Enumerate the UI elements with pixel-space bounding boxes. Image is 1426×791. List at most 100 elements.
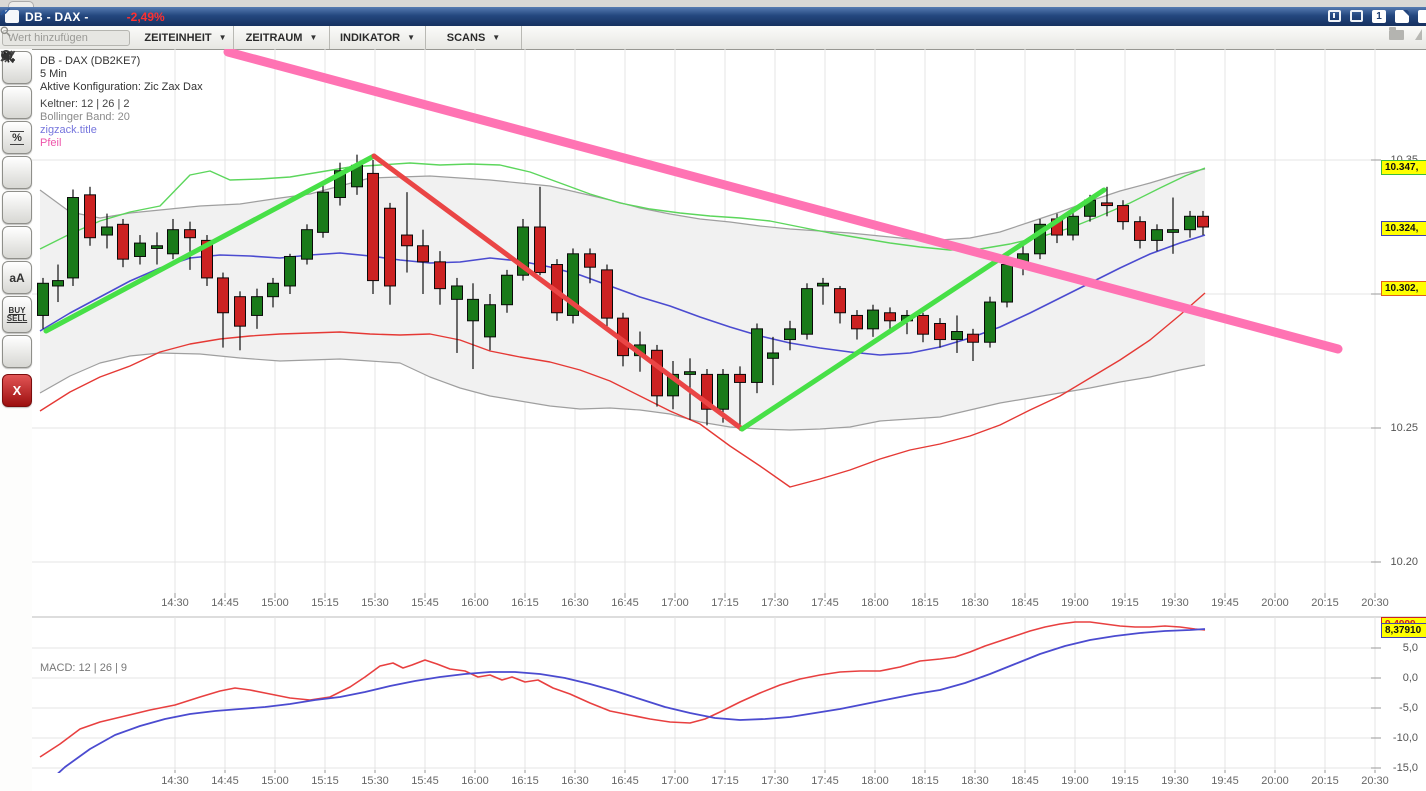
chart-legend: DB - DAX (DB2KE7) 5 Min Aktive Konfigurati… (40, 55, 203, 150)
tool-cursor-button[interactable] (2, 51, 32, 84)
time-label: 19:15 (1111, 597, 1139, 609)
drawing-toolbar: % aA BUY SELL X (0, 49, 32, 791)
candle-body (517, 226, 529, 276)
macd-tick-label: 5,0 (1402, 642, 1418, 654)
macd-value-label: 8,37910 (1381, 623, 1426, 638)
candle-body (684, 371, 696, 375)
bollinger-lower-line (39, 352, 1206, 431)
candle-body (784, 328, 796, 341)
price-value-label: 10.302, (1381, 281, 1426, 296)
menu-zeiteinheit[interactable]: ZEITEINHEIT ▼ (138, 26, 234, 49)
price-value-label: 10.324, (1381, 221, 1426, 236)
tool-parallel-lines-button[interactable] (0, 50, 32, 224)
top-strip (0, 0, 1426, 9)
macd-tick-label: 0,0 (1402, 672, 1418, 684)
time-label: 17:15 (711, 597, 739, 609)
time-label: 15:30 (361, 597, 389, 609)
candle-body (667, 373, 679, 397)
menu-zeitraum[interactable]: ZEITRAUM ▼ (234, 26, 330, 49)
legend-line: Bollinger Band: 20 (40, 111, 130, 123)
search-input[interactable] (6, 30, 115, 45)
time-label: 17:30 (761, 597, 789, 609)
macd-tick-label: -15,0 (1392, 762, 1418, 774)
candle-body (934, 322, 946, 341)
candle-body (851, 314, 863, 330)
candle-body (801, 288, 813, 335)
folder-icon[interactable] (1389, 26, 1404, 40)
zigzag-up-line (739, 187, 1107, 432)
pfeil-trend-line (223, 49, 1343, 354)
time-label: 19:30 (1161, 597, 1189, 609)
speaker-icon (2, 51, 13, 61)
candle-body (167, 229, 179, 255)
tool-buy-sell-button[interactable]: BUY SELL (2, 296, 32, 333)
candle-body (251, 296, 263, 316)
candle-body (1134, 221, 1146, 241)
legend-line: DB - DAX (DB2KE7) (40, 55, 141, 67)
close-drawing-button[interactable]: X (2, 374, 32, 407)
moving-average-line (39, 234, 1206, 356)
candle-body (317, 191, 329, 233)
menu-indikator[interactable]: INDIKATOR ▼ (330, 26, 426, 49)
macd-chart-canvas[interactable] (32, 616, 1426, 773)
candle-body (1184, 215, 1196, 231)
clipped-window-icon[interactable] (1418, 10, 1426, 23)
time-label: 16:15 (511, 597, 539, 609)
time-label: 20:15 (1311, 775, 1339, 787)
legend-line: Keltner: 12 | 26 | 2 (40, 98, 130, 110)
time-label: 15:45 (411, 775, 439, 787)
tool-trendline-button[interactable] (1, 50, 32, 119)
tool-text-button[interactable]: aA (2, 261, 32, 294)
price-chart-canvas[interactable] (32, 49, 1426, 617)
legend-line: Pfeil (40, 137, 62, 149)
time-label: 16:45 (611, 597, 639, 609)
legend-line: 5 Min (40, 68, 67, 80)
candle-body (234, 296, 246, 327)
text-tool-icon: aA (9, 270, 25, 285)
candle-body (384, 207, 396, 287)
chevron-down-icon: ▼ (218, 33, 227, 42)
candle-body (67, 197, 79, 279)
candle-body (984, 301, 996, 343)
split-view-icon[interactable] (1328, 10, 1341, 22)
time-label: 16:15 (511, 775, 539, 787)
candle-body (534, 226, 546, 274)
time-label: 18:00 (861, 597, 889, 609)
time-label: 16:00 (461, 775, 489, 787)
price-tick-label: 10.25 (1390, 422, 1418, 434)
candle-body (767, 352, 779, 359)
tool-arc-button[interactable] (0, 50, 32, 259)
time-label: 20:00 (1261, 775, 1289, 787)
time-label: 20:00 (1261, 597, 1289, 609)
time-label: 19:00 (1061, 775, 1089, 787)
candle-body (117, 223, 129, 260)
tool-sound-button[interactable] (2, 51, 32, 368)
layout-1-icon[interactable]: 1 (1372, 10, 1386, 23)
menu-scans[interactable]: SCANS ▼ (426, 26, 522, 49)
clipped-toolbar-icon[interactable] (1415, 29, 1422, 40)
time-label: 20:30 (1361, 775, 1389, 787)
tool-percent-button[interactable]: % (2, 121, 32, 154)
macd-time-axis: 14:30 14:45 15:00 15:15 15:30 15:45 16:00 16:15… (32, 775, 1426, 791)
symbol-search[interactable] (0, 26, 130, 46)
macd-line (39, 621, 1206, 758)
maximize-icon[interactable] (1350, 10, 1363, 22)
time-label: 17:45 (811, 775, 839, 787)
time-label: 19:15 (1111, 775, 1139, 787)
time-label: 19:30 (1161, 775, 1189, 787)
candle-body (334, 170, 346, 199)
candle-body (817, 282, 829, 287)
candle-body (1117, 205, 1129, 223)
candle-body (584, 253, 596, 268)
tab-remnant (8, 1, 34, 9)
new-window-icon[interactable] (1395, 10, 1409, 23)
macd-label: MACD: 12 | 26 | 9 (40, 662, 128, 674)
tool-zoom-button[interactable] (1, 50, 32, 189)
candle-body (417, 245, 429, 263)
candle-body (1167, 229, 1179, 233)
time-label: 18:15 (911, 775, 939, 787)
time-label: 14:45 (211, 597, 239, 609)
time-label: 17:00 (661, 775, 689, 787)
candle-body (284, 255, 296, 287)
time-label: 19:00 (1061, 597, 1089, 609)
